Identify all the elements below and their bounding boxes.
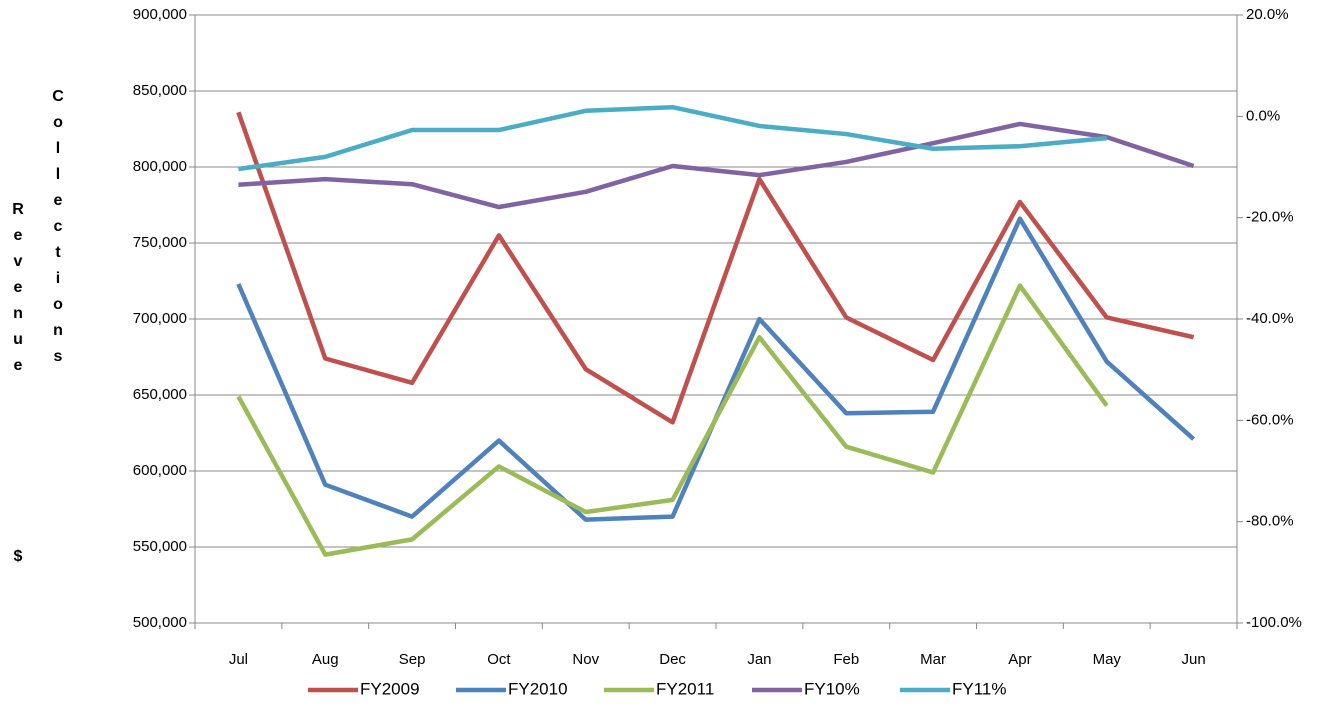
y-axis-label-letter: R: [12, 201, 24, 218]
y-tick-label: 750,000: [133, 234, 187, 251]
y-axis-label-letter: o: [53, 296, 63, 313]
y-tick-label: 850,000: [133, 82, 187, 99]
y2-tick-label: -40.0%: [1246, 310, 1294, 327]
y-axis-label-letter: o: [53, 114, 63, 131]
y-axis-label-letter: C: [52, 88, 64, 105]
x-tick-label: Aug: [312, 651, 339, 668]
y-axis-label-letter: e: [14, 227, 23, 244]
x-tick-label: Apr: [1008, 651, 1031, 668]
y-axis-label-letter: s: [54, 348, 63, 365]
y-tick-label: 900,000: [133, 6, 187, 23]
y-tick-label: 500,000: [133, 614, 187, 631]
y-axis-label-letter: e: [14, 357, 23, 374]
series-line: [238, 121, 1195, 210]
y-axis-label-letter: $: [14, 548, 23, 565]
series-line: [236, 283, 1109, 557]
y2-tick-label: -60.0%: [1246, 411, 1294, 428]
y2-tick-label: -100.0%: [1246, 614, 1302, 631]
x-tick-label: Dec: [659, 651, 686, 668]
x-tick-label: Jul: [229, 651, 248, 668]
series-line: [238, 104, 1107, 172]
y-axis-label-letter: u: [13, 331, 23, 348]
y-axis-label-letter: l: [56, 140, 60, 157]
y2-tick-label: 0.0%: [1246, 107, 1280, 124]
series-line: [236, 111, 1195, 425]
y-axis-label-letter: v: [14, 253, 23, 270]
x-tick-label: Sep: [399, 651, 426, 668]
y-tick-label: 650,000: [133, 386, 187, 403]
legend-label: FY2009: [360, 679, 420, 698]
x-tick-label: Jan: [747, 651, 771, 668]
series-line: [236, 216, 1196, 522]
y-axis-label-letter: n: [13, 305, 23, 322]
x-tick-label: Nov: [572, 651, 599, 668]
y-axis-label-letter: e: [14, 279, 23, 296]
legend-label: FY11%: [952, 679, 1007, 698]
legend-label: FY2011: [656, 679, 714, 698]
y-axis-label-letter: n: [53, 322, 63, 339]
x-tick-label: Mar: [920, 651, 946, 668]
x-tick-label: Feb: [833, 651, 859, 668]
x-tick-label: Oct: [487, 651, 511, 668]
x-tick-label: Jun: [1181, 651, 1205, 668]
y2-tick-label: -20.0%: [1246, 209, 1294, 226]
y-tick-label: 550,000: [133, 538, 187, 555]
y-tick-label: 800,000: [133, 158, 187, 175]
y-axis-label-letter: e: [54, 192, 63, 209]
x-tick-label: May: [1093, 651, 1122, 668]
y2-tick-label: -80.0%: [1246, 513, 1294, 530]
legend-label: FY2010: [508, 679, 568, 698]
y-tick-label: 700,000: [133, 310, 187, 327]
y-axis-label-letter: t: [55, 244, 61, 261]
y-axis-label: $: [14, 548, 23, 565]
y-axis-label-letter: c: [54, 218, 63, 235]
y-tick-label: 600,000: [133, 462, 187, 479]
legend-label: FY10%: [804, 679, 860, 698]
y-axis-label-letter: i: [56, 270, 60, 287]
y2-tick-label: 20.0%: [1246, 6, 1289, 23]
y-axis-label-letter: l: [56, 166, 60, 183]
